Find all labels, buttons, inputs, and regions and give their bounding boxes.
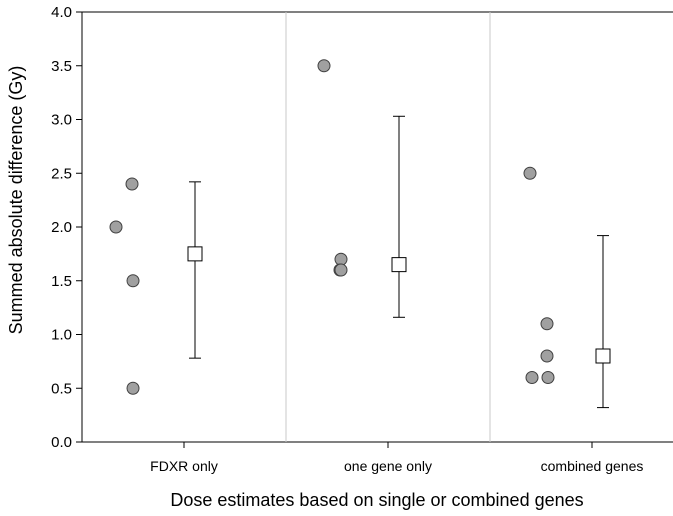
error-bar bbox=[597, 235, 609, 409]
data-point bbox=[125, 177, 139, 191]
y-tick-label: 2.0 bbox=[51, 219, 72, 236]
y-tick-label: 0.0 bbox=[51, 434, 72, 451]
y-tick-label: 4.0 bbox=[51, 4, 72, 21]
y-axis-title: Summed absolute difference (Gy) bbox=[6, 66, 26, 335]
y-tick-label: 2.5 bbox=[51, 165, 72, 182]
data-point bbox=[126, 381, 140, 395]
error-bar bbox=[189, 181, 201, 359]
y-tick-label: 3.0 bbox=[51, 112, 72, 129]
x-axis-title: Dose estimates based on single or combin… bbox=[170, 490, 583, 510]
y-tick-label: 1.0 bbox=[51, 327, 72, 344]
mean-marker bbox=[187, 246, 203, 262]
mean-marker bbox=[391, 257, 407, 273]
y-tick-label: 1.5 bbox=[51, 273, 72, 290]
mean-markers bbox=[187, 246, 611, 364]
data-point bbox=[317, 59, 331, 73]
data-point bbox=[523, 166, 537, 180]
category-separators bbox=[285, 12, 491, 442]
data-point bbox=[540, 317, 554, 331]
x-tick-label: one gene only bbox=[344, 458, 432, 474]
mean-marker bbox=[595, 348, 611, 364]
y-axis: 0.0 0.5 1.0 1.5 2.0 2.5 3.0 3.5 4.0 bbox=[51, 4, 82, 451]
data-point bbox=[525, 371, 539, 384]
x-axis: FDXR only one gene only combined genes bbox=[150, 442, 643, 474]
data-points bbox=[109, 59, 555, 395]
plot-frame bbox=[81, 11, 673, 443]
x-tick-label: FDXR only bbox=[150, 458, 218, 474]
error-bars bbox=[189, 115, 609, 409]
y-tick-label: 0.5 bbox=[51, 380, 72, 397]
data-point bbox=[540, 349, 554, 363]
data-point bbox=[109, 220, 123, 234]
x-tick-label: combined genes bbox=[541, 458, 644, 474]
error-bar bbox=[393, 115, 405, 318]
data-point bbox=[334, 263, 348, 277]
data-point bbox=[541, 371, 555, 384]
data-point bbox=[126, 274, 140, 288]
data-point bbox=[334, 252, 348, 266]
y-tick-label: 3.5 bbox=[51, 58, 72, 75]
